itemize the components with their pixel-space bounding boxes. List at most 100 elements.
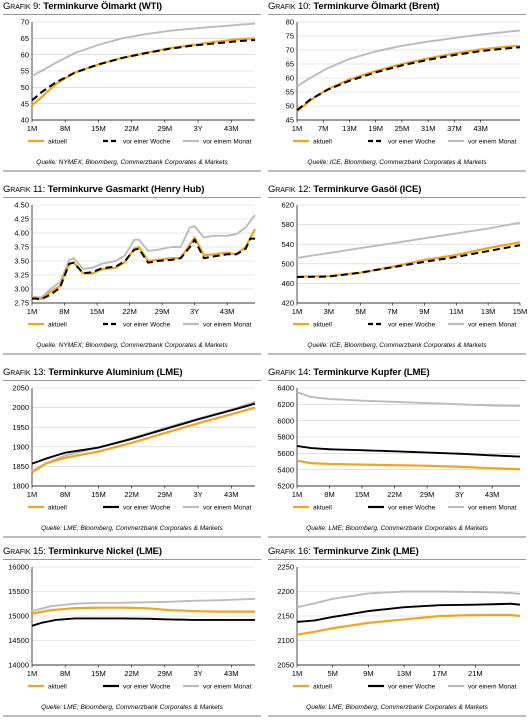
series-line-vor-einem-monat	[296, 590, 521, 609]
chart-svg: 5200 5400 5600 5800 6000 6200 6400 1M 8M 15M 22M 29…	[277, 384, 521, 511]
y-tick-label: 6200	[277, 400, 294, 409]
series-line-aktuell	[31, 228, 256, 301]
legend-label: vor einer Woche	[388, 138, 436, 145]
legend-label: aktuell	[313, 504, 332, 511]
x-tick-label: 22M	[122, 307, 137, 316]
title-rule	[3, 197, 261, 198]
series-line-vor-einem-monat	[296, 391, 521, 407]
y-tick-label: 2050	[277, 661, 294, 670]
title-rule	[268, 197, 526, 198]
legend-label: vor einem Monat	[468, 683, 517, 690]
title-rule	[3, 559, 261, 560]
series-line-vor-einer-woche	[31, 237, 255, 301]
x-tick-label: 8M	[60, 124, 70, 133]
legend-label: vor einem Monat	[203, 321, 252, 328]
source-note: Quelle: NYMEX; Bloomberg, Commerzbank Co…	[36, 159, 228, 166]
y-tick-label: 1900	[12, 442, 29, 451]
chart-panel-zink: Grafik 16: Terminkurve Zink (LME) 2050 21…	[268, 545, 526, 723]
panel-title: Grafik 13: Terminkurve Aluminium (LME)	[3, 367, 183, 378]
chart-panel-henry-hub: Grafik 11: Terminkurve Gasmarkt (Henry H…	[3, 183, 261, 361]
panel-title: Grafik 15: Terminkurve Nickel (LME)	[3, 546, 162, 557]
chart-title: Terminkurve Ölmarkt (Brent)	[313, 1, 440, 12]
x-tick-label: 3Y	[193, 490, 202, 499]
y-tick-label: 1950	[12, 423, 29, 432]
legend-label: aktuell	[313, 321, 332, 328]
title-rule	[268, 559, 526, 560]
y-tick-label: 2150	[277, 612, 294, 621]
legend-label: vor einer Woche	[123, 683, 171, 690]
source-note: Quelle: LME; Bloomberg, Commerzbank Corp…	[41, 704, 223, 711]
x-tick-label: 43M	[224, 669, 239, 678]
panel-title: Grafik 12: Terminkurve Gasöl (ICE)	[268, 184, 421, 195]
x-tick-label: 22M	[124, 490, 139, 499]
x-tick-label: 15M	[91, 490, 106, 499]
x-tick-label: 1M	[292, 124, 302, 133]
y-tick-label: 55	[286, 88, 294, 97]
y-tick-label: 1800	[12, 482, 29, 491]
x-tick-label: 22M	[124, 124, 139, 133]
series-line-vor-einer-woche	[296, 244, 521, 279]
x-tick-label: 43M	[473, 124, 488, 133]
y-tick-label: 4.25	[14, 215, 29, 224]
panel-bottom-rule	[268, 170, 526, 172]
legend-label: aktuell	[48, 683, 67, 690]
y-tick-label: 6000	[277, 416, 294, 425]
y-tick-label: 2050	[12, 384, 29, 393]
figure-number: Grafik 15:	[3, 546, 46, 557]
series-line-vor-einer-woche	[31, 402, 256, 465]
y-tick-label: 15000	[8, 612, 29, 621]
legend-label: vor einem Monat	[203, 504, 252, 511]
series-line-vor-einem-monat	[296, 29, 521, 88]
chart-panel-wti: Grafik 9: Terminkurve Ölmarkt (WTI) 40 45…	[3, 0, 261, 178]
chart-panel-nickel: Grafik 15: Terminkurve Nickel (LME) 1400…	[3, 545, 261, 723]
x-tick-label: 1M	[27, 669, 37, 678]
title-rule	[268, 380, 526, 381]
series-line-vor-einer-woche	[31, 617, 255, 627]
figure-number: Grafik 10:	[268, 1, 311, 12]
x-tick-label: 3M	[324, 307, 334, 316]
y-tick-label: 5200	[277, 482, 294, 491]
panel-bottom-rule	[268, 715, 526, 717]
chart-panel-aluminium: Grafik 13: Terminkurve Aluminium (LME) 1…	[3, 366, 261, 544]
y-tick-label: 580	[281, 220, 294, 229]
x-tick-label: 22M	[124, 669, 139, 678]
chart-title: Terminkurve Aluminium (LME)	[48, 367, 183, 378]
x-tick-label: 15M	[91, 124, 106, 133]
series-line-vor-einem-monat	[31, 22, 256, 77]
series-line-aktuell	[296, 459, 521, 471]
x-tick-label: 37M	[447, 124, 462, 133]
x-tick-label: 1M	[292, 669, 302, 678]
x-tick-label: 1M	[292, 307, 302, 316]
x-tick-label: 31M	[421, 124, 436, 133]
chart-panel-kupfer: Grafik 14: Terminkurve Kupfer (LME) 5200…	[268, 366, 526, 544]
panel-bottom-rule	[3, 536, 261, 538]
y-tick-label: 75	[286, 32, 294, 41]
legend-label: vor einer Woche	[123, 504, 171, 511]
chart-title: Terminkurve Nickel (LME)	[48, 546, 162, 557]
series-line-vor-einer-woche	[296, 602, 521, 623]
figure-number: Grafik 12:	[268, 184, 311, 195]
chart-svg: 1800 1850 1900 1950 2000 2050 1M 8M 15M 22M 29M 3Y 4…	[12, 384, 256, 511]
source-note: Quelle: LME; Bloomberg, Commerzbank Corp…	[306, 704, 488, 711]
x-tick-label: 9M	[363, 669, 373, 678]
x-tick-label: 22M	[387, 490, 402, 499]
series-line-vor-einer-woche	[31, 38, 256, 102]
figure-number: Grafik 9:	[3, 1, 41, 12]
x-tick-label: 11M	[449, 307, 463, 316]
x-tick-label: 17M	[432, 669, 447, 678]
chart-title: Terminkurve Gasmarkt (Henry Hub)	[47, 184, 205, 195]
figure-number: Grafik 16:	[268, 546, 311, 557]
y-tick-label: 50	[286, 102, 294, 111]
y-tick-label: 1850	[12, 462, 29, 471]
x-tick-label: 43M	[224, 490, 239, 499]
x-tick-label: 7M	[318, 124, 328, 133]
y-tick-label: 2250	[277, 563, 294, 572]
legend-label: vor einem Monat	[203, 138, 252, 145]
panel-title: Grafik 14: Terminkurve Kupfer (LME)	[268, 367, 430, 378]
chart-title: Terminkurve Ölmarkt (WTI)	[43, 1, 162, 12]
y-tick-label: 15500	[8, 587, 29, 596]
x-tick-label: 15M	[90, 307, 105, 316]
chart-title: Terminkurve Kupfer (LME)	[313, 367, 430, 378]
legend-label: vor einem Monat	[468, 321, 517, 328]
y-tick-label: 4.00	[14, 229, 29, 238]
